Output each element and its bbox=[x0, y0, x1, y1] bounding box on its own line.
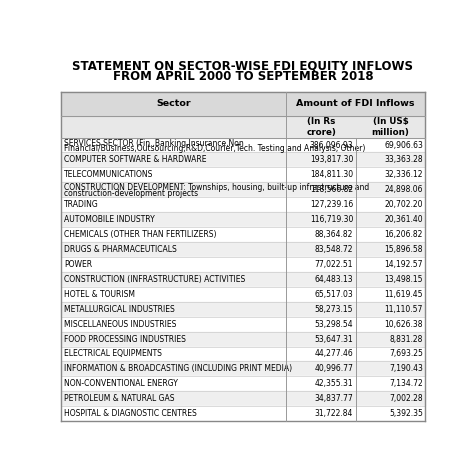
Text: FROM APRIL 2000 TO SEPTEMBER 2018: FROM APRIL 2000 TO SEPTEMBER 2018 bbox=[113, 71, 373, 83]
Bar bbox=[61, 257, 425, 272]
Text: POWER: POWER bbox=[64, 260, 92, 269]
Text: AUTOMOBILE INDUSTRY: AUTOMOBILE INDUSTRY bbox=[64, 215, 155, 224]
Bar bbox=[61, 167, 425, 182]
Text: 53,647.31: 53,647.31 bbox=[314, 335, 353, 344]
Bar bbox=[61, 272, 425, 287]
Text: FOOD PROCESSING INDUSTRIES: FOOD PROCESSING INDUSTRIES bbox=[64, 335, 186, 344]
Text: Sector: Sector bbox=[156, 100, 191, 109]
Text: 24,898.06: 24,898.06 bbox=[384, 185, 423, 194]
Text: NON-CONVENTIONAL ENERGY: NON-CONVENTIONAL ENERGY bbox=[64, 379, 178, 388]
Bar bbox=[61, 117, 425, 137]
Text: 15,896.58: 15,896.58 bbox=[384, 245, 423, 254]
Text: MISCELLANEOUS INDUSTRIES: MISCELLANEOUS INDUSTRIES bbox=[64, 319, 176, 328]
Text: construction-development projects: construction-development projects bbox=[64, 189, 198, 198]
Text: 64,483.13: 64,483.13 bbox=[315, 275, 353, 284]
Text: 386,096.93: 386,096.93 bbox=[310, 140, 353, 149]
Text: 16,206.82: 16,206.82 bbox=[384, 230, 423, 239]
Text: 83,548.72: 83,548.72 bbox=[315, 245, 353, 254]
Bar bbox=[61, 242, 425, 257]
Text: 7,002.28: 7,002.28 bbox=[389, 394, 423, 403]
Bar bbox=[61, 346, 425, 362]
Text: CHEMICALS (OTHER THAN FERTILIZERS): CHEMICALS (OTHER THAN FERTILIZERS) bbox=[64, 230, 217, 239]
Text: STATEMENT ON SECTOR-WISE FDI EQUITY INFLOWS: STATEMENT ON SECTOR-WISE FDI EQUITY INFL… bbox=[73, 60, 413, 73]
Text: 20,702.20: 20,702.20 bbox=[384, 200, 423, 209]
Text: 11,619.45: 11,619.45 bbox=[384, 290, 423, 299]
Text: 20,361.40: 20,361.40 bbox=[384, 215, 423, 224]
Bar bbox=[61, 362, 425, 376]
Text: 13,498.15: 13,498.15 bbox=[384, 275, 423, 284]
Text: 40,996.77: 40,996.77 bbox=[314, 365, 353, 374]
Bar bbox=[61, 287, 425, 302]
Text: 10,626.38: 10,626.38 bbox=[384, 319, 423, 328]
Bar bbox=[61, 391, 425, 406]
Text: 5,392.35: 5,392.35 bbox=[389, 409, 423, 418]
Text: 65,517.03: 65,517.03 bbox=[314, 290, 353, 299]
Text: TELECOMMUNICATIONS: TELECOMMUNICATIONS bbox=[64, 170, 154, 179]
Text: 53,298.54: 53,298.54 bbox=[315, 319, 353, 328]
Text: 44,277.46: 44,277.46 bbox=[314, 349, 353, 358]
Text: CONSTRUCTION DEVELOPMENT: Townships, housing, built-up infrastructure and: CONSTRUCTION DEVELOPMENT: Townships, hou… bbox=[64, 183, 369, 192]
Text: 88,364.82: 88,364.82 bbox=[315, 230, 353, 239]
Bar bbox=[61, 197, 425, 212]
Text: ELECTRICAL EQUIPMENTS: ELECTRICAL EQUIPMENTS bbox=[64, 349, 162, 358]
Text: COMPUTER SOFTWARE & HARDWARE: COMPUTER SOFTWARE & HARDWARE bbox=[64, 155, 207, 164]
Bar bbox=[61, 212, 425, 227]
Text: 193,817.30: 193,817.30 bbox=[310, 155, 353, 164]
Text: CONSTRUCTION (INFRASTRUCTURE) ACTIVITIES: CONSTRUCTION (INFRASTRUCTURE) ACTIVITIES bbox=[64, 275, 245, 284]
Bar bbox=[61, 332, 425, 346]
Text: (In US$
million): (In US$ million) bbox=[372, 117, 410, 137]
Bar bbox=[61, 91, 425, 117]
Text: TRADING: TRADING bbox=[64, 200, 99, 209]
Text: 69,906.63: 69,906.63 bbox=[384, 140, 423, 149]
Bar bbox=[61, 182, 425, 197]
Text: 33,363.28: 33,363.28 bbox=[384, 155, 423, 164]
Bar bbox=[61, 137, 425, 153]
Text: 11,110.57: 11,110.57 bbox=[384, 305, 423, 314]
Text: 116,719.30: 116,719.30 bbox=[310, 215, 353, 224]
Text: HOTEL & TOURISM: HOTEL & TOURISM bbox=[64, 290, 135, 299]
Bar bbox=[61, 406, 425, 421]
Text: 58,273.15: 58,273.15 bbox=[315, 305, 353, 314]
Text: 8,831.28: 8,831.28 bbox=[390, 335, 423, 344]
Bar bbox=[61, 302, 425, 317]
Text: Amount of FDI Inflows: Amount of FDI Inflows bbox=[296, 100, 415, 109]
Text: Financial/Business,Outsourcing,R&D,Courier,Tech. Testing and Analysis, Other): Financial/Business,Outsourcing,R&D,Couri… bbox=[64, 144, 365, 153]
Bar bbox=[61, 317, 425, 332]
Text: INFORMATION & BROADCASTING (INCLUDING PRINT MEDIA): INFORMATION & BROADCASTING (INCLUDING PR… bbox=[64, 365, 292, 374]
Text: 127,239.16: 127,239.16 bbox=[310, 200, 353, 209]
Bar bbox=[61, 376, 425, 391]
Text: 7,190.43: 7,190.43 bbox=[389, 365, 423, 374]
Text: 77,022.51: 77,022.51 bbox=[315, 260, 353, 269]
Bar bbox=[61, 153, 425, 167]
Text: 184,811.30: 184,811.30 bbox=[310, 170, 353, 179]
Text: 42,355.31: 42,355.31 bbox=[315, 379, 353, 388]
Text: 118,566.82: 118,566.82 bbox=[310, 185, 353, 194]
Text: HOSPITAL & DIAGNOSTIC CENTRES: HOSPITAL & DIAGNOSTIC CENTRES bbox=[64, 409, 197, 418]
Text: 34,837.77: 34,837.77 bbox=[314, 394, 353, 403]
Text: 32,336.12: 32,336.12 bbox=[384, 170, 423, 179]
Text: 14,192.57: 14,192.57 bbox=[384, 260, 423, 269]
Text: PETROLEUM & NATURAL GAS: PETROLEUM & NATURAL GAS bbox=[64, 394, 174, 403]
Bar bbox=[61, 227, 425, 242]
Text: (In Rs
crore): (In Rs crore) bbox=[306, 117, 336, 137]
Text: 7,693.25: 7,693.25 bbox=[389, 349, 423, 358]
Text: 7,134.72: 7,134.72 bbox=[389, 379, 423, 388]
Text: METALLURGICAL INDUSTRIES: METALLURGICAL INDUSTRIES bbox=[64, 305, 175, 314]
Text: DRUGS & PHARMACEUTICALS: DRUGS & PHARMACEUTICALS bbox=[64, 245, 177, 254]
Text: 31,722.84: 31,722.84 bbox=[315, 409, 353, 418]
Text: SERVICES SECTOR (Fin.,Banking,Insurance,Non: SERVICES SECTOR (Fin.,Banking,Insurance,… bbox=[64, 138, 244, 147]
